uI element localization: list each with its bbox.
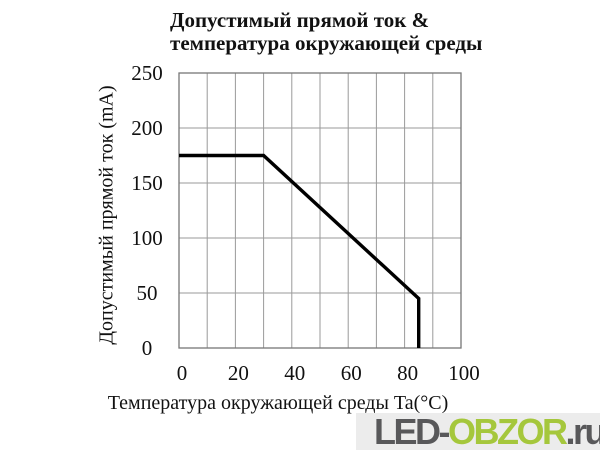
chart-title-line2: температура окружающей среды bbox=[170, 31, 483, 55]
x-axis-title: Температура окружающей среды Ta(°C) bbox=[107, 392, 449, 414]
plot-border bbox=[178, 72, 462, 349]
chart-title-line1: Допустимый прямой ток & bbox=[170, 8, 430, 32]
watermark-text-ru: .ru bbox=[565, 410, 600, 450]
y-tick-label: 150 bbox=[131, 171, 163, 195]
watermark: LED- OBZOR .ru bbox=[356, 413, 600, 450]
x-tick-label: 80 bbox=[397, 361, 418, 385]
x-tick-label: 0 bbox=[177, 361, 188, 385]
y-tick-label: 200 bbox=[131, 116, 163, 140]
watermark-text-led: LED- bbox=[374, 410, 451, 450]
series-line-allowable-forward-current bbox=[179, 153, 421, 348]
x-tick-label: 20 bbox=[228, 361, 249, 385]
y-tick-label: 100 bbox=[131, 226, 163, 250]
chart-title: Допустимый прямой ток & температура окру… bbox=[170, 9, 482, 55]
y-tick-label: 250 bbox=[131, 61, 163, 85]
y-tick-label: 0 bbox=[142, 336, 153, 360]
x-tick-label: 40 bbox=[284, 361, 305, 385]
watermark-text-obzor: OBZOR bbox=[448, 410, 568, 450]
y-tick-label: 50 bbox=[137, 281, 158, 305]
x-tick-label: 100 bbox=[448, 361, 480, 385]
x-tick-label: 60 bbox=[341, 361, 362, 385]
